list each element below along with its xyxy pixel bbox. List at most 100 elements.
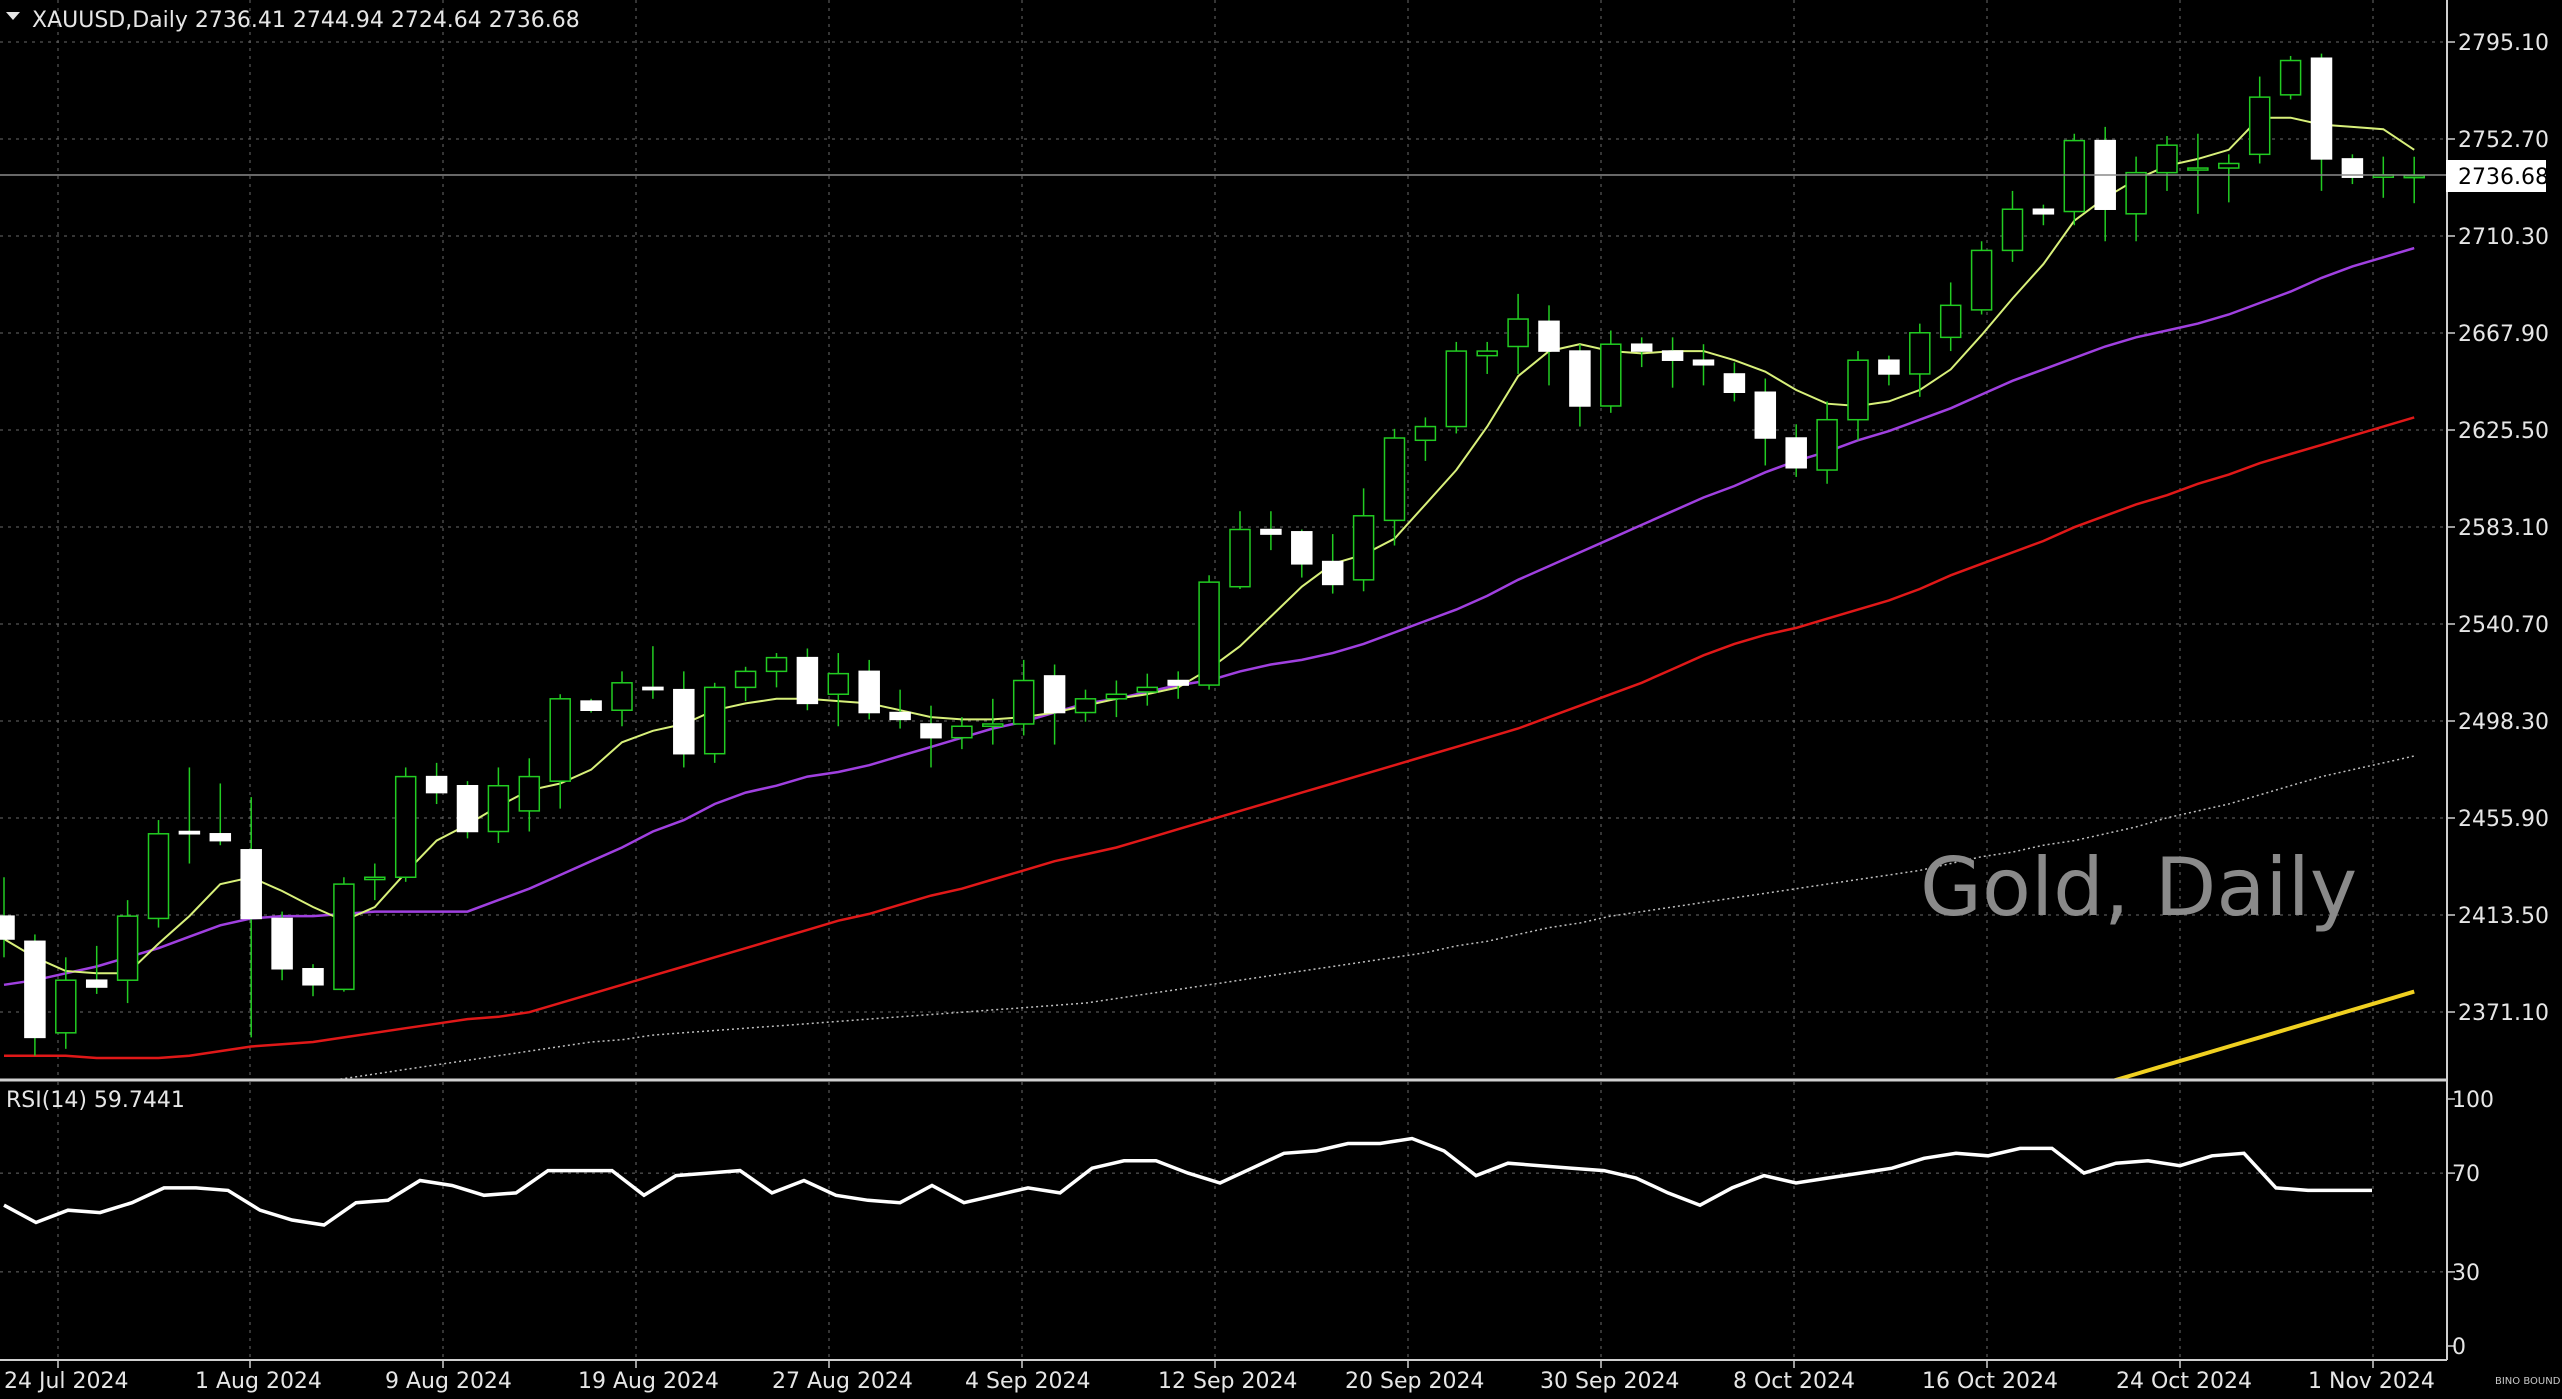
bear-candle [1754,391,1777,439]
bear-candle [2341,158,2364,178]
time-axis-label: 24 Oct 2024 [2116,1369,2252,1394]
bull-candle [1816,418,1838,471]
bull-candle [951,725,973,739]
bear-candle [24,940,46,1039]
time-axis-label: 19 Aug 2024 [578,1369,719,1394]
symbol-info: XAUUSD,Daily 2736.41 2744.94 2724.64 273… [32,8,580,33]
bull-candle [2156,144,2178,174]
bear-candle [1723,373,1746,394]
price-axis-label: 2795.10 [2458,31,2549,56]
bull-candle [982,723,1004,728]
bear-candle [1167,679,1189,686]
bull-candle [394,775,417,879]
bull-candle [518,775,541,812]
rsi-axis-label: 30 [2452,1261,2480,1286]
bear-candle [1630,343,1653,352]
price-axis: 2795.10 2752.70 2710.30 2667.90 2625.50 2583.… [2447,31,2549,1026]
price-axis-label: 2583.10 [2458,516,2549,541]
time-axis-label: 1 Aug 2024 [195,1369,322,1394]
bear-candle [1785,437,1807,469]
time-axis-label: 12 Sep 2024 [1158,1369,1297,1394]
time-axis-label: 16 Oct 2024 [1922,1369,2058,1394]
bear-candle [209,833,232,842]
bull-candle [333,883,355,991]
price-axis-label: 2667.90 [2458,322,2549,347]
watermark: Gold, Daily [1920,841,2357,934]
bear-candle [1260,528,1282,535]
rsi-axis-label: 70 [2452,1162,2480,1187]
bear-candle [1321,560,1344,586]
time-axis-label: 8 Oct 2024 [1733,1369,1855,1394]
bear-candle [1878,359,1900,375]
bull-candle [1939,304,1962,339]
candles [0,53,2425,1056]
bear-candle [796,656,819,705]
bull-candle [55,979,77,1034]
bull-candle [1909,332,1931,375]
price-axis-label: 2540.70 [2458,613,2549,638]
price-axis-label: 2455.90 [2458,807,2549,832]
collapse-triangle-icon[interactable] [6,12,20,20]
bull-candle [827,672,850,695]
bull-candle [549,698,571,782]
bear-candle [240,849,262,920]
bear-candle [580,700,602,711]
bear-candle [1569,350,1591,407]
time-axis-label: 20 Sep 2024 [1345,1369,1484,1394]
time-axis-label: 4 Sep 2024 [965,1369,1090,1394]
time-axis: 24 Jul 2024 1 Aug 2024 9 Aug 2024 19 Aug 20… [4,1360,2435,1394]
bull-candle [2403,174,2425,179]
bull-candle [2001,208,2024,252]
bull-candle [1476,350,1498,357]
bear-candle [425,775,448,794]
bear-candle [302,968,324,986]
bull-candle [364,876,386,881]
bear-candle [1538,320,1560,352]
price-axis-label: 2752.70 [2458,128,2549,153]
bull-candle [1383,437,1406,522]
bull-candle [116,915,139,981]
time-axis-label: 9 Aug 2024 [385,1369,512,1394]
price-axis-label: 2625.50 [2458,419,2549,444]
time-axis-label: 1 Nov 2024 [2308,1369,2435,1394]
bear-candle [1043,675,1066,714]
bear-candle [1661,350,1684,361]
bull-candle [2187,167,2209,171]
price-axis-label: 2371.10 [2458,1001,2549,1026]
bear-candle [2032,208,2055,215]
bear-candle [642,686,664,691]
price-axis-label: 2413.50 [2458,904,2549,929]
brand-logo: BINO BOUND [2495,1376,2561,1387]
bull-candle [2063,139,2086,213]
bear-candle [858,670,880,714]
bear-candle [920,723,942,739]
current-price-label: 2736.68 [2458,165,2549,190]
bull-candle [1229,528,1251,588]
bull-candle [765,656,788,673]
rsi-line [3,1136,2372,1227]
bull-candle [2248,96,2271,156]
bull-candle [611,682,633,711]
bull-candle [1136,686,1159,693]
bear-candle [456,784,479,833]
rsi-axis: 100 70 30 0 [2447,1088,2494,1360]
time-axis-label: 27 Aug 2024 [772,1369,913,1394]
bear-candle [2310,57,2333,160]
rsi-panel [3,1136,2372,1227]
rsi-label: RSI(14) 59.7441 [6,1088,185,1113]
bear-candle [1692,359,1715,366]
bear-candle [0,915,15,940]
bull-candle [734,670,757,689]
bull-candle [1507,318,1529,348]
bull-candle [1414,425,1437,442]
bull-candle [1445,350,1468,428]
grid [0,0,2447,1360]
bull-candle [1970,249,1993,311]
current-price-box [2446,160,2546,192]
time-axis-label: 30 Sep 2024 [1540,1369,1679,1394]
bull-candle [2279,59,2302,96]
rsi-axis-label: 100 [2452,1088,2494,1113]
time-axis-label: 24 Jul 2024 [4,1369,129,1394]
